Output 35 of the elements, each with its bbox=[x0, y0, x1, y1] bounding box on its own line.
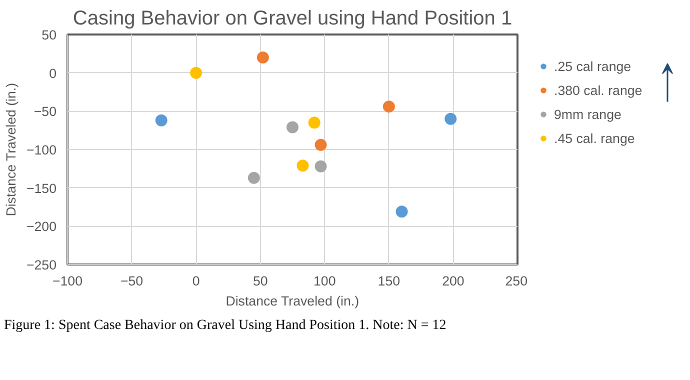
point bbox=[314, 160, 327, 172]
y-tick-label: −50 bbox=[34, 104, 56, 120]
point bbox=[248, 172, 260, 184]
y-tick-label: −150 bbox=[26, 180, 57, 196]
point bbox=[155, 114, 168, 126]
y-tick-label: 50 bbox=[42, 28, 57, 42]
x-tick-label: 200 bbox=[442, 274, 464, 288]
point bbox=[382, 100, 395, 113]
x-tick-label: −100 bbox=[52, 274, 83, 288]
chart-title: Casing Behavior on Gravel using Hand Position 1 bbox=[72, 8, 512, 30]
legend-label: .45 cal. range bbox=[554, 130, 635, 146]
y-tick-label: −250 bbox=[26, 258, 57, 272]
point bbox=[444, 112, 457, 125]
y-tick-label: −100 bbox=[26, 142, 57, 158]
point bbox=[314, 138, 327, 151]
x-tick-label: 150 bbox=[378, 274, 400, 288]
point bbox=[296, 160, 309, 172]
point bbox=[256, 52, 269, 64]
legend-label: .25 cal range bbox=[554, 58, 632, 74]
point bbox=[396, 206, 408, 218]
caption: Figure 1: Spent Case Behavior on Gravel Using Hand Position 1. Note: N = 12 bbox=[4, 317, 446, 335]
x-tick-label: 100 bbox=[314, 274, 336, 288]
x-tick-label: 250 bbox=[505, 274, 528, 288]
y-tick-label: −200 bbox=[26, 219, 57, 234]
x-tick-label: −50 bbox=[120, 274, 144, 288]
point bbox=[308, 116, 320, 129]
legend-label: 9mm range bbox=[554, 106, 622, 122]
x-tick-label: 0 bbox=[192, 274, 200, 288]
point bbox=[286, 121, 298, 134]
y-axis-title: Distance Traveled (in.) bbox=[3, 82, 18, 216]
legend-label: .380 cal. range bbox=[554, 82, 642, 98]
x-tick-label: 50 bbox=[252, 274, 268, 288]
x-axis-title: Distance Traveled (in.) bbox=[226, 294, 360, 308]
point bbox=[190, 66, 202, 79]
y-tick-label: 0 bbox=[49, 66, 57, 81]
